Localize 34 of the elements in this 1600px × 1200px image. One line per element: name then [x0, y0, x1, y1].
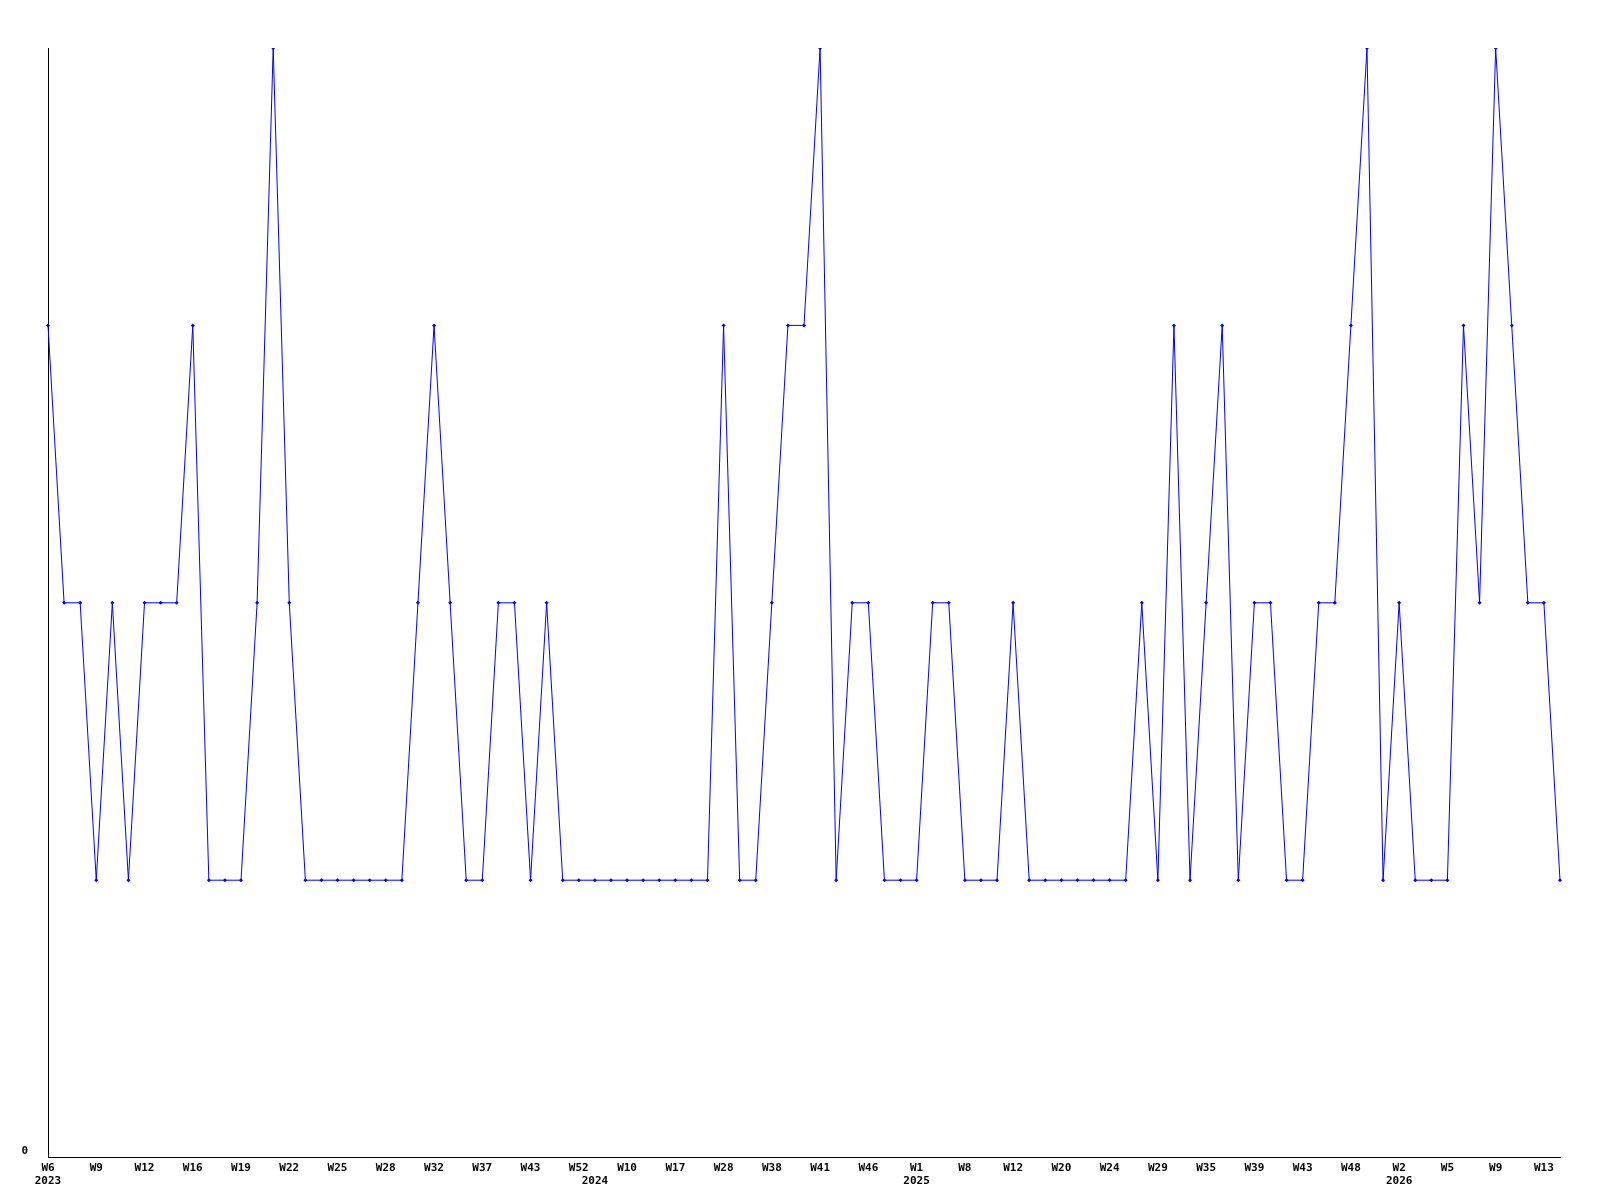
x-tick-label: W41 — [810, 1161, 831, 1175]
x-tick-label: W28 — [375, 1161, 396, 1175]
x-tick-label: 2024 — [581, 1174, 609, 1188]
x-tick-label: W22 — [279, 1161, 300, 1175]
x-tick-label: W38 — [761, 1161, 782, 1175]
x-tick-label: W24 — [1099, 1161, 1120, 1175]
x-tick-label: W10 — [617, 1161, 637, 1175]
x-tick-label: W16 — [182, 1161, 204, 1175]
x-tick-label: W39 — [1244, 1161, 1265, 1175]
x-tick-label: W9 — [89, 1161, 103, 1175]
x-tick-label: W28 — [713, 1161, 734, 1175]
x-tick-label: W52 — [568, 1161, 589, 1175]
x-tick-label: W6 2023 — [34, 1161, 62, 1188]
x-tick-label: W46 — [858, 1161, 879, 1175]
x-tick-label: W19 — [231, 1161, 251, 1175]
x-tick-label: W35 — [1196, 1161, 1217, 1175]
x-tick-label: W43 — [1292, 1161, 1313, 1175]
x-tick-label: W25 — [327, 1161, 348, 1175]
x-tick-label: W12 — [1003, 1161, 1024, 1175]
x-tick-label: W12 — [134, 1161, 155, 1175]
x-tick-label: W8 — [958, 1161, 972, 1175]
text: 0 — [21, 1144, 28, 1158]
x-tick-label: W20 — [1051, 1161, 1072, 1175]
x-tick-label: W9 — [1489, 1161, 1503, 1175]
x-tick-label: W32 — [424, 1161, 444, 1175]
x-tick-label: W43 — [520, 1161, 541, 1175]
x-tick-label: W48 — [1340, 1161, 1361, 1175]
x-tick-label: W1 2025 — [903, 1161, 930, 1188]
x-tick-label: W37 — [472, 1161, 493, 1175]
x-tick-label: W29 — [1147, 1161, 1168, 1175]
x-tick-label: W13 — [1533, 1161, 1554, 1175]
x-tick-label: W17 — [665, 1161, 686, 1175]
x-tick-label: W2 2026 — [1385, 1161, 1413, 1188]
x-tick-label: W5 — [1440, 1161, 1455, 1175]
